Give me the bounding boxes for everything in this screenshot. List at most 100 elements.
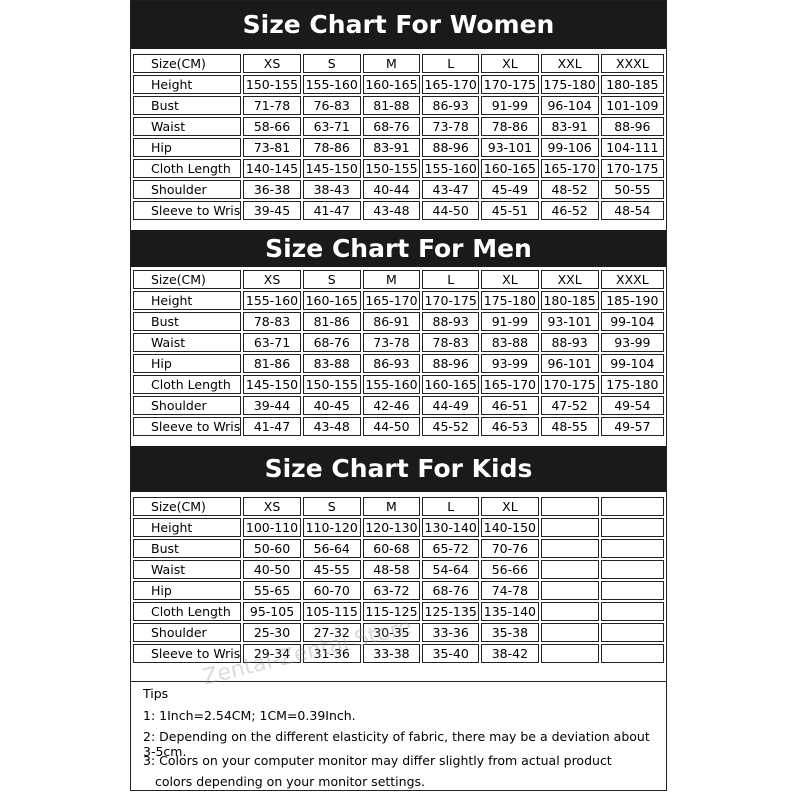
- cell: 68-76: [302, 333, 361, 352]
- table-row: Size(CM) XS S M L XL: [133, 497, 664, 516]
- cell: 170-175: [481, 75, 539, 94]
- cell: 44-50: [422, 201, 480, 220]
- table-row: Bust 50-60 56-64 60-68 65-72 70-76: [133, 539, 664, 558]
- cell: 39-45: [243, 201, 301, 220]
- cell: 36-38: [243, 180, 301, 199]
- cell: 50-55: [600, 180, 664, 199]
- cell: 145-150: [243, 375, 301, 394]
- cell: 150-155: [302, 375, 361, 394]
- cell: 40-50: [243, 560, 301, 579]
- row-label: Size(CM): [133, 270, 242, 289]
- table-row: Height 100-110 110-120 120-130 130-140 140-15…: [133, 518, 664, 537]
- cell: 155-160: [243, 291, 301, 310]
- cell: 45-55: [302, 560, 361, 579]
- cell: XL: [481, 270, 539, 289]
- cell: [540, 539, 599, 558]
- cell: L: [422, 54, 480, 73]
- cell: 83-88: [302, 354, 361, 373]
- cell: 38-43: [302, 180, 361, 199]
- cell: 160-165: [481, 159, 539, 178]
- cell: 40-44: [362, 180, 421, 199]
- cell: 78-86: [481, 117, 539, 136]
- cell: 63-71: [243, 333, 301, 352]
- cell: [600, 581, 664, 600]
- cell: 49-57: [600, 417, 664, 436]
- cell: 73-78: [362, 333, 421, 352]
- cell: 38-42: [481, 644, 539, 663]
- cell: 68-76: [362, 117, 421, 136]
- cell: S: [302, 54, 361, 73]
- cell: 175-180: [600, 375, 664, 394]
- cell: 150-155: [243, 75, 301, 94]
- row-label: Hip: [133, 581, 242, 600]
- cell: [540, 581, 599, 600]
- cell: 110-120: [302, 518, 361, 537]
- tip: 2: Depending on the different elasticity…: [143, 729, 650, 759]
- cell: XS: [243, 497, 301, 516]
- cell: 45-51: [481, 201, 539, 220]
- cell: 81-86: [302, 312, 361, 331]
- cell: XS: [243, 54, 301, 73]
- cell: 56-64: [302, 539, 361, 558]
- cell: 93-99: [481, 354, 539, 373]
- cell: 95-105: [243, 602, 301, 621]
- table-row: Cloth Length 95-105 105-115 115-125 125-135 1…: [133, 602, 664, 621]
- table-row: Bust 78-83 81-86 86-91 88-93 91-99 93-101 99-10…: [133, 312, 664, 331]
- row-label: Shoulder: [133, 623, 242, 642]
- table-row: Waist 58-66 63-71 68-76 73-78 78-86 83-91 88-96: [133, 117, 664, 136]
- row-label: Bust: [133, 312, 242, 331]
- cell: 50-60: [243, 539, 301, 558]
- table-row: Hip 55-65 60-70 63-72 68-76 74-78: [133, 581, 664, 600]
- cell: 155-160: [422, 159, 480, 178]
- cell: M: [362, 497, 421, 516]
- cell: 101-109: [600, 96, 664, 115]
- cell: 63-72: [362, 581, 421, 600]
- cell: [540, 518, 599, 537]
- table-row: Cloth Length 145-150 150-155 155-160 160-165…: [133, 375, 664, 394]
- cell: [540, 644, 599, 663]
- cell: 30-35: [362, 623, 421, 642]
- row-label: Hip: [133, 354, 242, 373]
- cell: XL: [481, 54, 539, 73]
- cell: 33-38: [362, 644, 421, 663]
- cell: 74-78: [481, 581, 539, 600]
- cell: 125-135: [422, 602, 480, 621]
- cell: 78-83: [243, 312, 301, 331]
- cell: 155-160: [362, 375, 421, 394]
- cell: 91-99: [481, 312, 539, 331]
- cell: 185-190: [600, 291, 664, 310]
- cell: 46-51: [481, 396, 539, 415]
- table-row: Height 155-160 160-165 165-170 170-175 175-18…: [133, 291, 664, 310]
- cell: XXL: [540, 270, 599, 289]
- cell: 48-55: [540, 417, 599, 436]
- cell: 27-32: [302, 623, 361, 642]
- cell: 81-86: [243, 354, 301, 373]
- cell: 104-111: [600, 138, 664, 157]
- row-label: Bust: [133, 96, 242, 115]
- table-row: Shoulder 25-30 27-32 30-35 33-36 35-38: [133, 623, 664, 642]
- cell: [600, 623, 664, 642]
- cell: 45-49: [481, 180, 539, 199]
- cell: 31-36: [302, 644, 361, 663]
- cell: 91-99: [481, 96, 539, 115]
- cell: 29-34: [243, 644, 301, 663]
- cell: 165-170: [362, 291, 421, 310]
- cell: 76-83: [302, 96, 361, 115]
- table-row: Bust 71-78 76-83 81-88 86-93 91-99 96-104 101-1…: [133, 96, 664, 115]
- section-title: Size Chart For Kids: [131, 446, 666, 492]
- cell: [540, 602, 599, 621]
- cell: 160-165: [362, 75, 421, 94]
- table-row: Sleeve to Wrist 29-34 31-36 33-38 35-40 38-42: [133, 644, 664, 663]
- tips: Tips 1: 1Inch=2.54CM; 1CM=0.39Inch. 2: D…: [131, 681, 666, 790]
- row-label: Sleeve to Wrist: [133, 417, 242, 436]
- cell: 46-53: [481, 417, 539, 436]
- cell: 47-52: [540, 396, 599, 415]
- cell: 73-81: [243, 138, 301, 157]
- cell: XXXL: [600, 270, 664, 289]
- cell: 63-71: [302, 117, 361, 136]
- cell: 140-145: [243, 159, 301, 178]
- cell: L: [422, 270, 480, 289]
- table-row: Size(CM) XS S M L XL XXL XXXL: [133, 270, 664, 289]
- cell: 175-180: [540, 75, 599, 94]
- table-row: Waist 63-71 68-76 73-78 78-83 83-88 88-93 93-99: [133, 333, 664, 352]
